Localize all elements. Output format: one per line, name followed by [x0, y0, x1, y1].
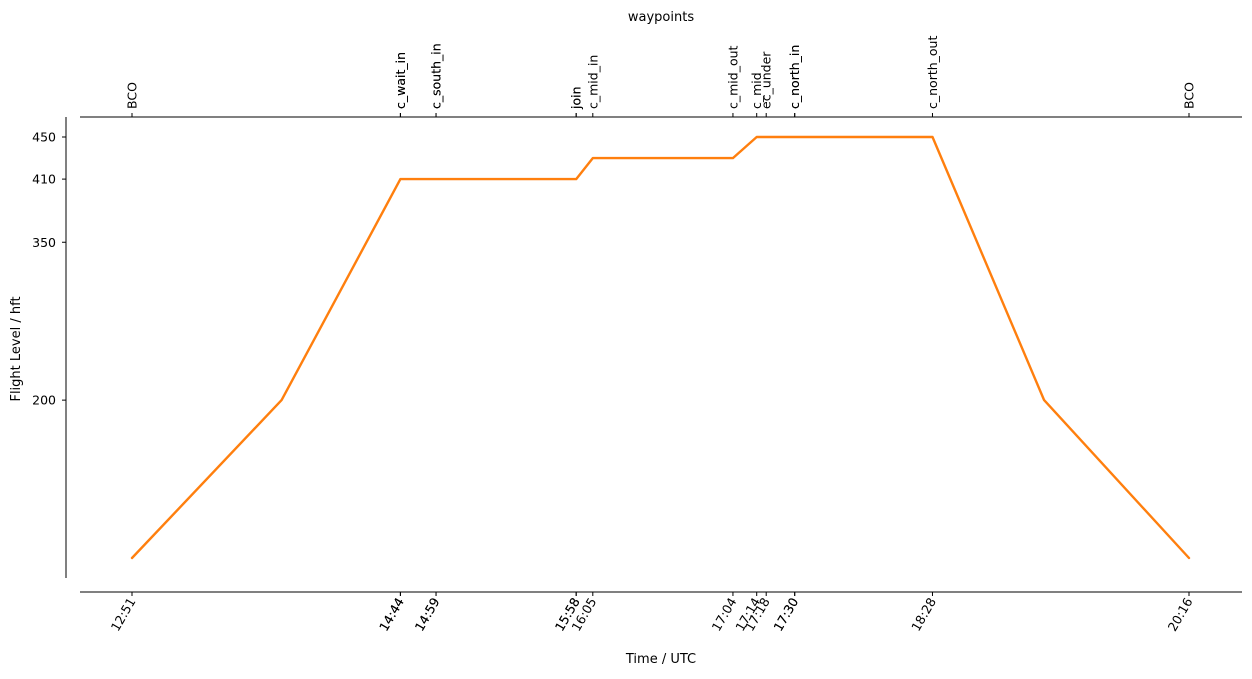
waypoint-label: ec_under: [759, 51, 774, 109]
flight-level-line: [130, 135, 1191, 560]
waypoint-label: c_wait_in: [393, 52, 408, 109]
waypoint-label: BCO: [1182, 82, 1197, 109]
waypoint-label: c_south_in: [429, 43, 444, 109]
waypoint-label: c_wait_in: [393, 52, 408, 109]
y-tick-label: 350: [32, 235, 56, 250]
y-tick-label: 410: [32, 172, 56, 187]
x-tick-label: 12:51: [108, 595, 139, 634]
waypoint-label: c_north_in: [787, 45, 802, 109]
waypoint-label: join: [569, 86, 584, 110]
waypoint-label: c_mid_out: [725, 45, 740, 109]
x-tick-label: 17:30: [770, 595, 801, 634]
waypoint-label: c_south_in: [429, 43, 444, 109]
y-axis-title: Flight Level / hft: [9, 296, 24, 401]
waypoint-label: join: [569, 86, 584, 110]
x-tick-label: 14:59: [412, 595, 443, 634]
waypoint-label: c_north_in: [787, 45, 802, 109]
waypoint-label: c_mid_in: [585, 55, 600, 109]
waypoint-label: c_north_out: [925, 36, 940, 109]
waypoint-label: c_mid: [749, 72, 764, 109]
x-axis-title: Time / UTC: [625, 652, 696, 667]
x-tick-label: 14:44: [376, 595, 407, 634]
series-layer: [130, 135, 1191, 560]
y-tick-label: 450: [32, 130, 56, 145]
top-axis-title: waypoints: [628, 10, 694, 25]
waypoint-label: BCO: [125, 82, 140, 109]
x-tick-label: 18:28: [908, 595, 939, 634]
axes-layer: [65, 116, 1242, 593]
x-tick-label: 20:16: [1165, 595, 1196, 634]
y-tick-label: 200: [32, 393, 56, 408]
